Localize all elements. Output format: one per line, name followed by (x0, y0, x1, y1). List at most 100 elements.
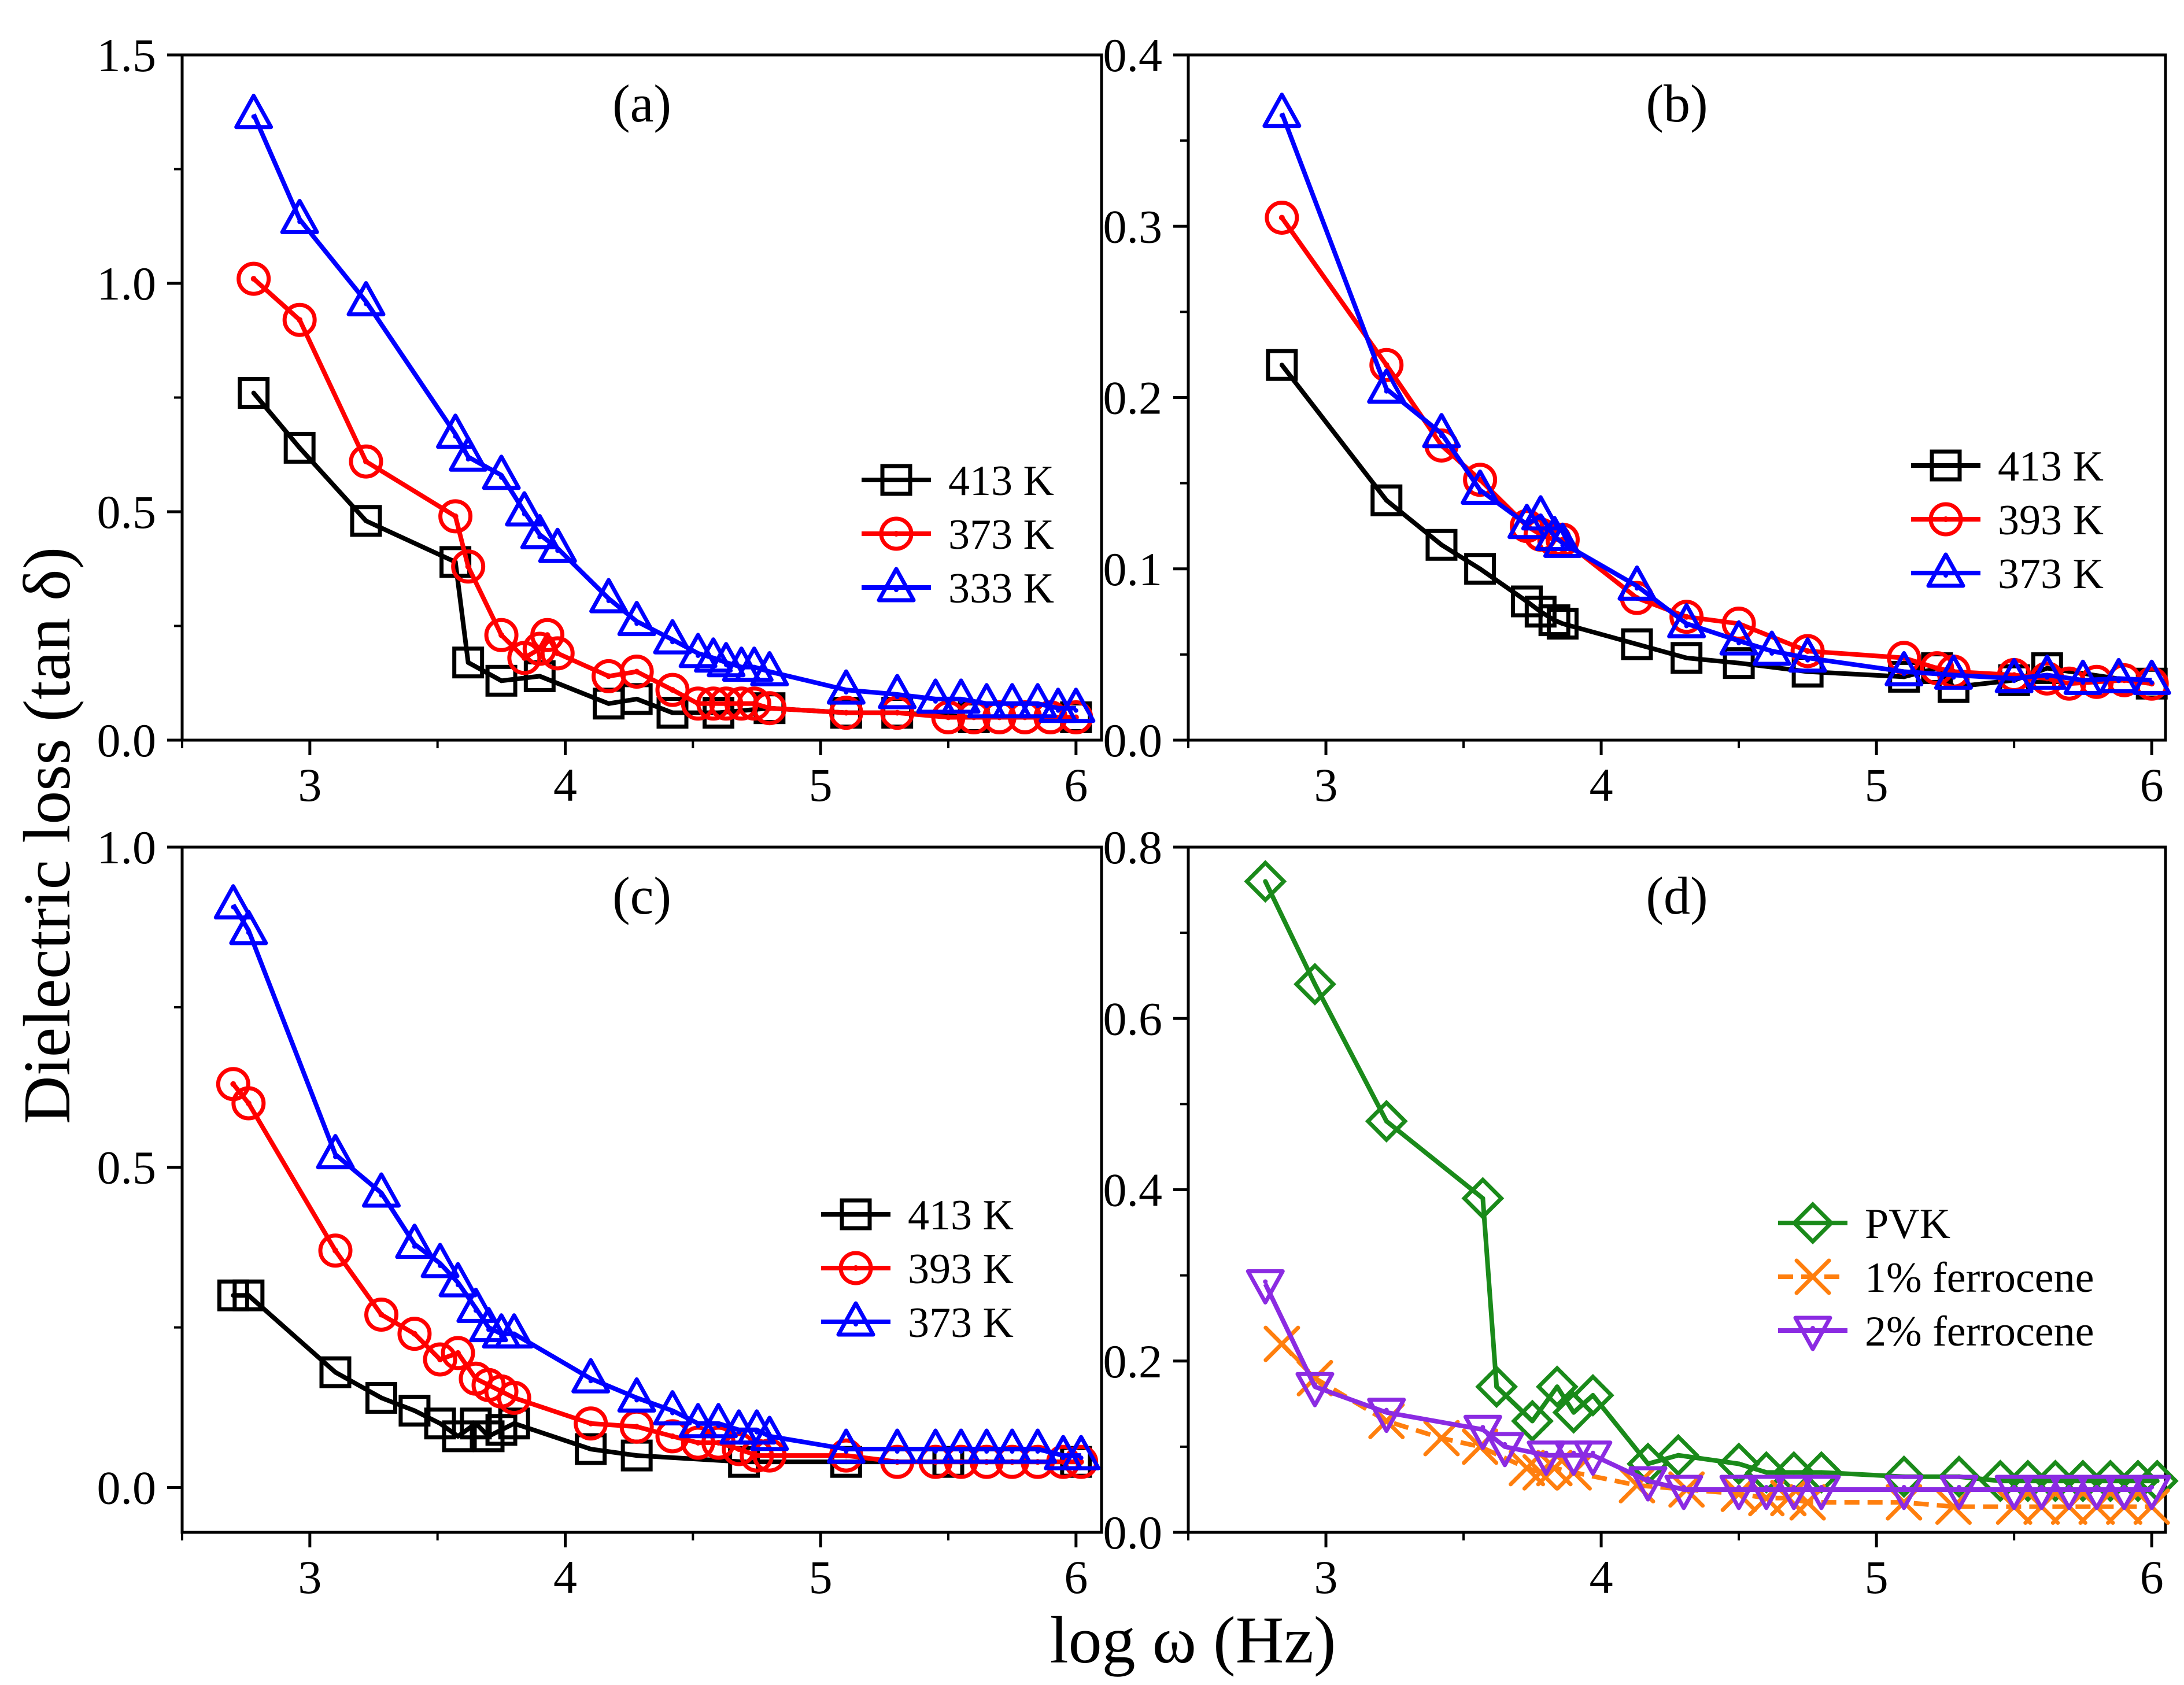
data-point-c-373-k-dot (736, 1429, 741, 1435)
data-point-d-pvk-dot (2155, 1479, 2160, 1484)
data-point-b-413-k-dot (1552, 618, 1557, 623)
panel-d-frame (1187, 845, 2167, 1534)
panel-a-frame (180, 53, 1103, 742)
data-point-d-pvk (1461, 1177, 1505, 1220)
data-point-c-393-k-dot (378, 1311, 385, 1318)
data-point-b-393-k (1463, 463, 1498, 497)
x-tick-label: 6 (2140, 759, 2164, 811)
data-point-d-2-ferrocene (2077, 1475, 2116, 1510)
data-point-b-393-k (2134, 666, 2169, 701)
legend-marker-a-413-k-dot (894, 478, 899, 482)
data-point-a-373-k-dot (945, 714, 951, 720)
data-point-a-333-k (520, 514, 559, 549)
data-point-c-373-k (456, 1287, 496, 1323)
data-point-c-373-k-dot (767, 1436, 772, 1441)
data-point-b-413-k (1671, 642, 1703, 674)
data-point-d-2-ferrocene (1664, 1475, 1703, 1510)
data-point-c-373-k-dot (333, 1154, 338, 1159)
panel-d: 3 4 5 6 0.0 0.2 0.4 0.6 0.8 (d) PVK 1% ferrocene 2% … (1103, 821, 2179, 1603)
data-point-b-393-k (1369, 348, 1404, 382)
x-tick-label: 4 (553, 1551, 577, 1603)
data-point-c-393-k-dot (766, 1453, 773, 1459)
data-point-b-393-k-dot (1278, 215, 1285, 221)
data-point-b-393-k-dot (1383, 362, 1390, 368)
data-point-c-373-k-dot (1078, 1455, 1084, 1461)
x-tick-label: 5 (809, 1551, 833, 1603)
data-point-d-pvk-dot (1554, 1384, 1560, 1390)
data-point-b-393-k (1669, 600, 1704, 634)
data-point-c-393-k-dot (634, 1424, 640, 1430)
y-tick-label: 0.0 (97, 1461, 157, 1514)
data-point-d-pvk (1882, 1455, 1926, 1498)
data-point-a-373-k-dot (670, 687, 675, 693)
data-point-a-413-k-dot (670, 710, 675, 715)
data-point-d-pvk-dot (1590, 1393, 1595, 1398)
data-point-d-2-ferrocene (1573, 1440, 1613, 1476)
data-point-c-373-k (699, 1403, 738, 1439)
data-point-c-373-k-dot (716, 1423, 721, 1428)
data-point-d-2-ferrocene-dot (1384, 1407, 1389, 1413)
data-point-d-pvk (1365, 1100, 1408, 1143)
legend-marker-d-1-ferrocene (1794, 1258, 1831, 1295)
data-point-a-413-k-dot (297, 445, 302, 450)
data-point-a-333-k-dot (453, 434, 458, 439)
data-point-a-373-k-dot (363, 459, 369, 465)
data-point-c-373-k-dot (984, 1449, 989, 1454)
data-point-b-413-k-dot (1439, 542, 1444, 548)
legend-marker-a-333-k-dot (894, 587, 899, 592)
data-point-c-393-k-dot (455, 1350, 461, 1356)
data-point-b-373-k-dot (2116, 678, 2122, 683)
x-tick-label: 6 (1064, 1551, 1088, 1603)
data-point-b-373-k-dot (1279, 113, 1284, 118)
data-point-a-373-k (829, 696, 863, 730)
data-point-a-373-k (752, 691, 787, 726)
legend-marker-c-393-k-dot (853, 1265, 859, 1271)
data-point-a-333-k (916, 678, 955, 714)
legend-label-d-pvk: PVK (1865, 1200, 1950, 1248)
data-point-a-373-k-dot (544, 632, 550, 638)
data-point-c-373-k-dot (588, 1379, 593, 1384)
data-point-b-393-k-dot (1477, 476, 1483, 483)
data-point-d-2-ferrocene-dot (1819, 1484, 1824, 1490)
data-point-d-2-ferrocene-dot (1736, 1484, 1742, 1490)
data-point-c-373-k-dot (473, 1308, 478, 1313)
data-point-a-373-k-dot (894, 710, 900, 716)
series-line-d-2-ferrocene (1263, 1283, 2152, 1492)
data-point-d-2-ferrocene (1719, 1475, 1758, 1510)
data-point-b-373-k (1521, 495, 1560, 531)
data-point-c-373-k (750, 1416, 789, 1451)
data-point-c-413-k-dot (379, 1395, 384, 1401)
data-point-a-333-k-dot (767, 671, 772, 677)
data-point-c-373-k-dot (246, 930, 251, 935)
series-line-a-333-k (252, 113, 1076, 711)
data-point-b-373-k-dot (1439, 433, 1444, 438)
data-point-d-2-ferrocene-dot (1543, 1450, 1549, 1455)
data-point-c-373-k (494, 1313, 534, 1349)
y-tick-label: 1.5 (97, 29, 157, 82)
data-point-d-2-ferrocene (1774, 1475, 1813, 1510)
data-point-d-2-ferrocene (1884, 1475, 1924, 1510)
data-point-c-373-k-dot (412, 1244, 417, 1249)
data-point-c-393-k-dot (587, 1420, 594, 1427)
data-point-a-413-k-dot (634, 696, 640, 701)
legend-label-b-393-k: 393 K (1998, 497, 2104, 544)
data-point-b-413-k-dot (1477, 566, 1483, 571)
data-point-a-333-k (538, 527, 577, 563)
data-point-c-413-k (365, 1381, 397, 1414)
data-point-b-393-k-dot (1683, 614, 1690, 620)
data-point-a-333-k-dot (251, 114, 256, 119)
data-point-d-2-ferrocene (1939, 1475, 1979, 1510)
data-point-c-373-k (967, 1428, 1006, 1464)
data-point-c-373-k-dot (1035, 1449, 1040, 1454)
data-point-d-pvk-dot (1571, 1410, 1576, 1415)
data-point-b-373-k (2099, 657, 2138, 693)
data-point-a-333-k-dot (696, 653, 701, 658)
legend-label-a-373-k: 373 K (948, 511, 1054, 559)
data-point-b-373-k (1788, 637, 1827, 673)
legend-label-c-393-k: 393 K (908, 1246, 1014, 1293)
data-point-d-pvk-dot (1764, 1470, 1769, 1475)
data-point-a-413-k-dot (606, 701, 611, 706)
data-point-c-413-k-dot (246, 1293, 251, 1298)
data-point-a-333-k-dot (634, 621, 640, 626)
legend-marker-b-413-k (1930, 449, 1962, 482)
